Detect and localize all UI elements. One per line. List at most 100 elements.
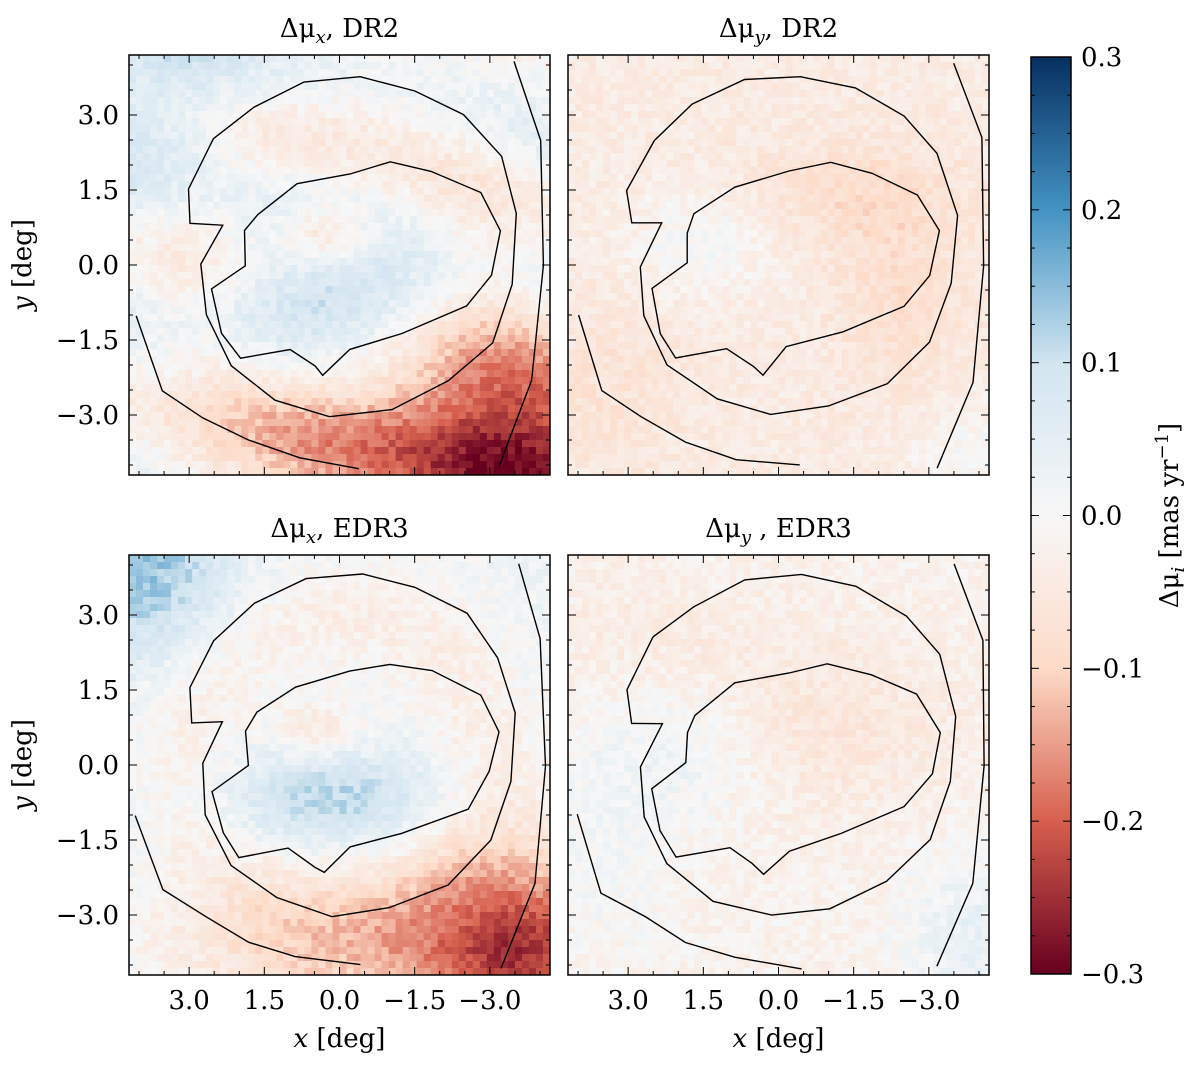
heatmap-cell — [129, 328, 137, 336]
heatmap-cell — [262, 265, 270, 273]
heatmap-cell — [494, 279, 502, 287]
heatmap-cell — [624, 265, 632, 273]
heatmap-cell — [666, 83, 674, 91]
heatmap-cell — [603, 125, 611, 133]
heatmap-cell — [192, 279, 200, 287]
heatmap-cell — [136, 223, 144, 231]
heatmap-cell — [459, 419, 467, 427]
heatmap-cell — [687, 258, 695, 266]
heatmap-cell — [645, 300, 653, 308]
heatmap-cell — [255, 307, 263, 315]
heatmap-cell — [220, 265, 228, 273]
heatmap-cell — [715, 265, 723, 273]
heatmap-cell — [487, 125, 495, 133]
heatmap-cell — [438, 216, 446, 224]
heatmap-cell — [445, 321, 453, 329]
heatmap-cell — [694, 426, 702, 434]
heatmap-cell — [297, 223, 305, 231]
heatmap-cell — [325, 62, 333, 70]
heatmap-cell — [150, 230, 158, 238]
heatmap-cell — [206, 90, 214, 98]
heatmap-cell — [227, 174, 235, 182]
heatmap-cell — [452, 160, 460, 168]
heatmap-cell — [515, 447, 523, 455]
heatmap-cell — [227, 265, 235, 273]
heatmap-cell — [192, 202, 200, 210]
heatmap-cell — [354, 279, 362, 287]
heatmap-cell — [680, 426, 688, 434]
heatmap-cell — [659, 195, 667, 203]
heatmap-cell — [354, 349, 362, 357]
heatmap-cell — [424, 118, 432, 126]
heatmap-cell — [396, 342, 404, 350]
heatmap-cell — [283, 62, 291, 70]
heatmap-cell — [508, 363, 516, 371]
heatmap-cell — [332, 265, 340, 273]
heatmap-cell — [375, 258, 383, 266]
heatmap-cell — [659, 209, 667, 217]
heatmap-cell — [347, 272, 355, 280]
heatmap-cell — [220, 419, 228, 427]
heatmap-cell — [617, 405, 625, 413]
heatmap-cell — [666, 370, 674, 378]
heatmap-cell — [318, 293, 326, 301]
heatmap-cell — [666, 76, 674, 84]
heatmap-cell — [311, 195, 319, 203]
heatmap-cell — [325, 97, 333, 105]
heatmap-cell — [603, 433, 611, 441]
heatmap-cell — [617, 104, 625, 112]
heatmap-cell — [347, 258, 355, 266]
heatmap-cell — [361, 104, 369, 112]
heatmap-cell — [659, 321, 667, 329]
heatmap-cell — [589, 223, 597, 231]
heatmap-cell — [157, 433, 165, 441]
heatmap-cell — [522, 307, 530, 315]
heatmap-cell — [361, 111, 369, 119]
heatmap-cell — [213, 118, 221, 126]
heatmap-cell — [410, 251, 418, 259]
heatmap-cell — [199, 321, 207, 329]
heatmap-cell — [220, 412, 228, 420]
heatmap-cell — [157, 139, 165, 147]
heatmap-cell — [136, 146, 144, 154]
heatmap-cell — [501, 132, 509, 140]
heatmap-cell — [150, 202, 158, 210]
heatmap-cell — [508, 391, 516, 399]
heatmap-cell — [220, 160, 228, 168]
heatmap-cell — [536, 307, 544, 315]
heatmap-cell — [150, 223, 158, 231]
heatmap-cell — [283, 293, 291, 301]
heatmap-cell — [687, 447, 695, 455]
heatmap-cell — [143, 139, 151, 147]
heatmap-cell — [529, 391, 537, 399]
heatmap-cell — [659, 377, 667, 385]
heatmap-cell — [262, 314, 270, 322]
heatmap-cell — [529, 244, 537, 252]
heatmap-cell — [438, 153, 446, 161]
heatmap-cell — [701, 111, 709, 119]
heatmap-cell — [715, 167, 723, 175]
heatmap-cell — [396, 279, 404, 287]
heatmap-cell — [473, 405, 481, 413]
heatmap-cell — [508, 90, 516, 98]
heatmap-cell — [708, 461, 716, 469]
heatmap-cell — [255, 419, 263, 427]
heatmap-cell — [347, 118, 355, 126]
heatmap-cell — [701, 244, 709, 252]
heatmap-cell — [234, 356, 242, 364]
heatmap-cell — [673, 286, 681, 294]
heatmap-cell — [680, 265, 688, 273]
heatmap-cell — [666, 328, 674, 336]
heatmap-cell — [248, 251, 256, 259]
heatmap-cell — [568, 174, 576, 182]
heatmap-cell — [199, 265, 207, 273]
heatmap-cell — [382, 405, 390, 413]
heatmap-cell — [150, 300, 158, 308]
heatmap-cell — [459, 454, 467, 462]
heatmap-cell — [515, 111, 523, 119]
heatmap-cell — [199, 440, 207, 448]
heatmap-cell — [255, 272, 263, 280]
heatmap-cell — [701, 160, 709, 168]
heatmap-cell — [575, 279, 583, 287]
heatmap-cell — [361, 188, 369, 196]
